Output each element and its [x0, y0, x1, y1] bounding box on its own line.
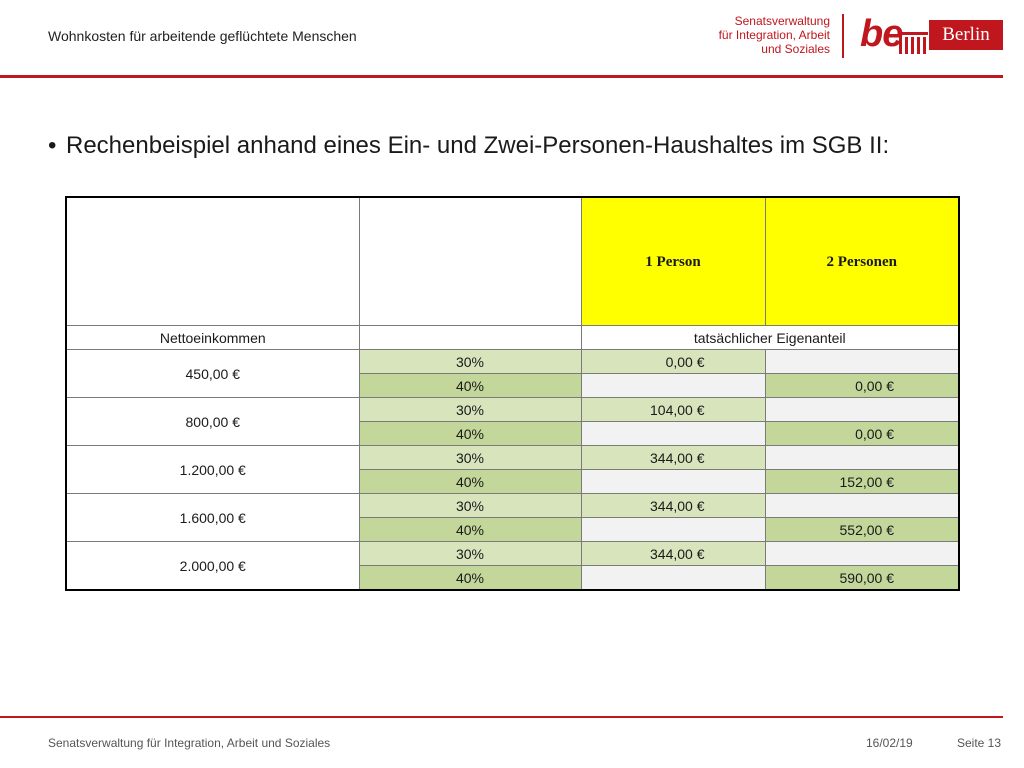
- header-divider: [0, 75, 1003, 78]
- table-row: 40% 590,00 €: [66, 565, 960, 591]
- percent-cell: 30%: [358, 397, 582, 422]
- income-cell: 800,00 €: [65, 397, 360, 446]
- value-1-person: 0,00 €: [580, 349, 766, 374]
- percent-cell: 40%: [358, 469, 582, 494]
- label-eigenanteil: tatsächlicher Eigenanteil: [580, 325, 960, 350]
- empty-cell: [764, 445, 960, 470]
- table-header-row: 1 Person 2 Personen: [65, 196, 960, 326]
- calculation-table: 1 Person 2 Personen Nettoeinkommen tatsä…: [65, 196, 960, 591]
- slide-header-title: Wohnkosten für arbeitende geflüchtete Me…: [48, 28, 357, 44]
- footer-organization: Senatsverwaltung für Integration, Arbeit…: [48, 736, 331, 750]
- income-cell: 1.600,00 €: [65, 493, 360, 542]
- senate-logo-text: Senatsverwaltung für Integration, Arbeit…: [700, 14, 830, 56]
- table-row: 40% 152,00 €: [66, 469, 960, 494]
- header-2-persons: 2 Personen: [764, 196, 960, 326]
- percent-cell: 40%: [358, 517, 582, 542]
- table-row: 800,00 € 30% 104,00 €: [65, 397, 960, 446]
- percent-cell: 30%: [358, 349, 582, 374]
- table-row: 40% 552,00 €: [66, 517, 960, 542]
- empty-cell: [764, 349, 960, 374]
- header-1-person: 1 Person: [580, 196, 766, 326]
- logo-separator: [842, 14, 844, 58]
- value-1-person: 344,00 €: [580, 445, 766, 470]
- empty-cell: [580, 421, 766, 446]
- table-row: 2.000,00 € 30% 344,00 €: [65, 541, 960, 591]
- percent-cell: 30%: [358, 541, 582, 566]
- table-row: 40% 0,00 €: [66, 421, 960, 446]
- value-2-persons: 152,00 €: [764, 469, 960, 494]
- berlin-logo-box: Berlin: [929, 20, 1003, 50]
- value-2-persons: 0,00 €: [764, 373, 960, 398]
- footer-page-number: Seite 13: [957, 736, 1002, 750]
- table-row: 450,00 € 30% 0,00 €: [65, 349, 960, 398]
- percent-cell: 30%: [358, 445, 582, 470]
- value-1-person: 344,00 €: [580, 541, 766, 566]
- logo-line-3: und Soziales: [761, 42, 830, 56]
- percent-cell: 40%: [358, 421, 582, 446]
- table-row: 1.200,00 € 30% 344,00 €: [65, 445, 960, 494]
- empty-header-cell: [358, 196, 582, 326]
- percent-cell: 30%: [358, 493, 582, 518]
- value-2-persons: 0,00 €: [764, 421, 960, 446]
- value-2-persons: 590,00 €: [764, 565, 960, 591]
- empty-label-cell: [358, 325, 582, 350]
- be-logo: be: [860, 13, 903, 55]
- empty-cell: [580, 373, 766, 398]
- footer-divider: [0, 716, 1003, 718]
- empty-cell: [764, 493, 960, 518]
- table-label-row: Nettoeinkommen tatsächlicher Eigenanteil: [65, 325, 960, 350]
- bullet-text: Rechenbeispiel anhand eines Ein- und Zwe…: [66, 132, 890, 159]
- bullet-point: • Rechenbeispiel anhand eines Ein- und Zw…: [48, 132, 889, 160]
- logo-line-2: für Integration, Arbeit: [718, 28, 830, 42]
- value-1-person: 104,00 €: [580, 397, 766, 422]
- table-row: 1.600,00 € 30% 344,00 €: [65, 493, 960, 542]
- brandenburg-gate-icon: [898, 32, 928, 54]
- logo-line-1: Senatsverwaltung: [734, 14, 830, 28]
- income-cell: 1.200,00 €: [65, 445, 360, 494]
- empty-cell: [764, 397, 960, 422]
- percent-cell: 40%: [358, 373, 582, 398]
- footer-date: 16/02/19: [866, 736, 913, 750]
- value-2-persons: 552,00 €: [764, 517, 960, 542]
- empty-cell: [580, 565, 766, 591]
- table-row: 40% 0,00 €: [66, 373, 960, 398]
- value-1-person: 344,00 €: [580, 493, 766, 518]
- empty-cell: [580, 517, 766, 542]
- empty-cell: [580, 469, 766, 494]
- income-cell: 450,00 €: [65, 349, 360, 398]
- bullet-dot-icon: •: [48, 132, 57, 159]
- percent-cell: 40%: [358, 565, 582, 591]
- empty-cell: [764, 541, 960, 566]
- income-cell: 2.000,00 €: [65, 541, 360, 591]
- empty-header-cell: [65, 196, 360, 326]
- label-nettoeinkommen: Nettoeinkommen: [65, 325, 360, 350]
